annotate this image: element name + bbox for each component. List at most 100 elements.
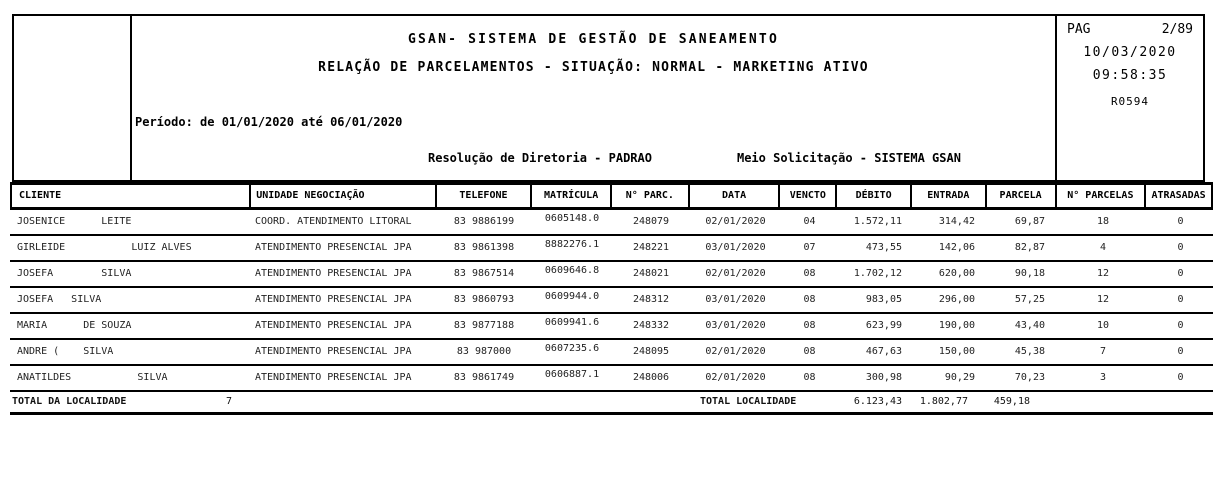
cell-entrada: 620,00 [938, 268, 975, 279]
column-header-telefone: TELEFONE [437, 185, 533, 207]
column-header-parcela: PARCELA [987, 185, 1057, 207]
cell-nparc: 248312 [632, 294, 670, 305]
cell-parcela: 45,38 [1014, 346, 1045, 357]
cell-matricula: 0606887.1 [544, 369, 600, 380]
cell-vencto: 08 [803, 372, 816, 383]
cell-data: 02/01/2020 [705, 268, 766, 279]
cell-parcela: 43,40 [1014, 320, 1045, 331]
page-info-box: PAG 2/89 10/03/2020 09:58:35 R0594 [1055, 16, 1203, 180]
cell-unidade: ATENDIMENTO PRESENCIAL JPA [255, 294, 412, 305]
cell-cliente: ANDRE ( SILVA [17, 346, 114, 357]
cell-data: 02/01/2020 [705, 372, 766, 383]
report-time: 09:58:35 [1092, 68, 1168, 83]
cell-atrasadas: 0 [1177, 320, 1184, 331]
cell-vencto: 08 [803, 320, 816, 331]
report-subtitle: RELAÇÃO DE PARCELAMENTOS - SITUAÇÃO: NOR… [318, 60, 869, 75]
cell-nparc: 248221 [632, 242, 670, 253]
cell-nparcelas: 10 [1096, 320, 1110, 331]
cell-cliente: JOSENICE LEITE [17, 216, 132, 227]
cell-parcela: 82,87 [1014, 242, 1045, 253]
cell-vencto: 04 [803, 216, 816, 227]
table-row: JOSEFA SILVA ATENDIMENTO PRESENCIAL JPA … [10, 262, 1213, 288]
cell-atrasadas: 0 [1177, 268, 1184, 279]
cell-vencto: 08 [803, 346, 816, 357]
cell-debito: 983,05 [865, 294, 902, 305]
cell-parcela: 57,25 [1014, 294, 1045, 305]
total-row-count: 7 [226, 396, 233, 407]
cell-debito: 1.572,11 [853, 216, 902, 227]
cell-entrada: 190,00 [938, 320, 975, 331]
cell-debito: 467,63 [865, 346, 902, 357]
column-header-data: DATA [690, 185, 781, 207]
cell-atrasadas: 0 [1177, 216, 1184, 227]
cell-unidade: COORD. ATENDIMENTO LITORAL [255, 216, 412, 227]
report-resolution: Resolução de Diretoria - PADRAO [428, 151, 652, 165]
page-indicator: PAG 2/89 [1067, 22, 1193, 37]
cell-data: 02/01/2020 [705, 346, 766, 357]
cell-telefone: 83 9861398 [453, 242, 515, 253]
logo-box [14, 16, 132, 180]
column-header-unidade: UNIDADE NEGOCIAÇÃO [251, 185, 437, 207]
cell-nparcelas: 4 [1099, 242, 1107, 253]
cell-telefone: 83 9860793 [453, 294, 515, 305]
column-header-vencto: VENCTO [780, 185, 838, 207]
cell-debito: 1.702,12 [853, 268, 902, 279]
cell-atrasadas: 0 [1177, 294, 1184, 305]
cell-vencto: 08 [803, 268, 816, 279]
total-row: TOTAL DA LOCALIDADE 7 TOTAL LOCALIDADE 6… [10, 392, 1213, 415]
cell-entrada: 150,00 [938, 346, 975, 357]
report-meta-row: Resolução de Diretoria - PADRAO Meio Sol… [132, 151, 1055, 165]
total-caption: TOTAL LOCALIDADE [700, 396, 797, 407]
total-parcela-value: 459,18 [993, 396, 1030, 407]
cell-matricula: 0605148.0 [544, 213, 600, 224]
cell-telefone: 83 9861749 [453, 372, 515, 383]
cell-entrada: 296,00 [938, 294, 975, 305]
table-row: MARIA DE SOUZA ATENDIMENTO PRESENCIAL JP… [10, 314, 1213, 340]
table-row: GIRLEIDE LUIZ ALVES ATENDIMENTO PRESENCI… [10, 236, 1213, 262]
cell-matricula: 0609646.8 [544, 265, 600, 276]
report-period: Período: de 01/01/2020 até 06/01/2020 [135, 115, 403, 129]
cell-telefone: 83 9877188 [453, 320, 515, 331]
cell-entrada: 90,29 [944, 372, 975, 383]
cell-cliente: GIRLEIDE LUIZ ALVES [17, 242, 192, 253]
cell-data: 03/01/2020 [705, 294, 766, 305]
cell-nparc: 248095 [632, 346, 670, 357]
cell-matricula: 0607235.6 [544, 343, 600, 354]
cell-nparcelas: 3 [1099, 372, 1107, 383]
cell-unidade: ATENDIMENTO PRESENCIAL JPA [255, 268, 412, 279]
report-date: 10/03/2020 [1083, 45, 1177, 60]
cell-entrada: 142,06 [938, 242, 975, 253]
title-box: GSAN- SISTEMA DE GESTÃO DE SANEAMENTO RE… [132, 16, 1055, 180]
cell-telefone: 83 9867514 [453, 268, 515, 279]
cell-nparcelas: 12 [1096, 294, 1110, 305]
cell-unidade: ATENDIMENTO PRESENCIAL JPA [255, 320, 412, 331]
cell-telefone: 83 9886199 [453, 216, 515, 227]
cell-data: 02/01/2020 [705, 216, 766, 227]
column-header-entrada: ENTRADA [912, 185, 987, 207]
total-entrada-value: 1.802,77 [919, 396, 968, 407]
cell-entrada: 314,42 [938, 216, 975, 227]
table-row: ANDRE ( SILVA ATENDIMENTO PRESENCIAL JPA… [10, 340, 1213, 366]
cell-debito: 300,98 [865, 372, 902, 383]
column-header-nparc: N° PARC. [612, 185, 690, 207]
column-header-debito: DÉBITO [837, 185, 912, 207]
report-title: GSAN- SISTEMA DE GESTÃO DE SANEAMENTO [408, 32, 779, 47]
cell-nparc: 248079 [632, 216, 670, 227]
cell-debito: 623,99 [865, 320, 902, 331]
column-header-cliente: CLIENTE [12, 185, 252, 207]
cell-nparc: 248332 [632, 320, 670, 331]
cell-atrasadas: 0 [1177, 372, 1184, 383]
total-label: TOTAL DA LOCALIDADE [12, 396, 127, 407]
table-row: ANATILDES SILVA ATENDIMENTO PRESENCIAL J… [10, 366, 1213, 392]
cell-nparcelas: 18 [1096, 216, 1110, 227]
cell-matricula: 0609944.0 [544, 291, 600, 302]
cell-atrasadas: 0 [1177, 242, 1184, 253]
parcelamentos-table: CLIENTE UNIDADE NEGOCIAÇÃO TELEFONE MATR… [10, 182, 1213, 415]
cell-cliente: JOSEFA SILVA [17, 294, 102, 305]
cell-debito: 473,55 [865, 242, 902, 253]
cell-data: 03/01/2020 [705, 242, 766, 253]
report-code: R0594 [1110, 95, 1150, 108]
cell-unidade: ATENDIMENTO PRESENCIAL JPA [255, 346, 412, 357]
cell-nparc: 248021 [632, 268, 670, 279]
